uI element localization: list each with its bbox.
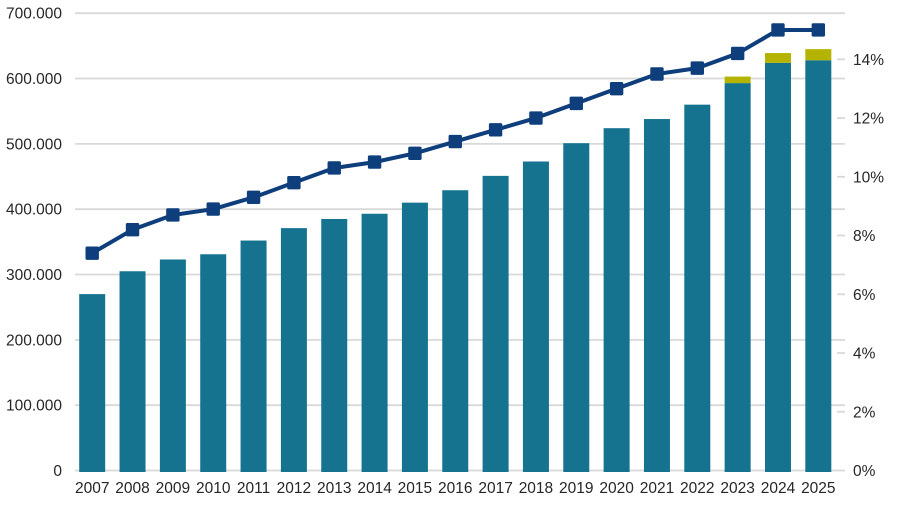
bar-2023 — [724, 83, 751, 473]
y-axis-label-right-14: 14% — [853, 52, 884, 69]
x-axis-label-2010: 2010 — [196, 480, 231, 497]
bar-segment-2023 — [724, 76, 751, 84]
bar-2016 — [442, 190, 469, 473]
marker-2018 — [529, 111, 543, 125]
marker-2015 — [408, 146, 422, 160]
marker-2016 — [448, 134, 462, 149]
y-axis-label-right-0: 0% — [853, 463, 876, 480]
x-axis-label-2025: 2025 — [801, 480, 835, 497]
bar-2012 — [280, 228, 307, 472]
bar-2009 — [159, 259, 186, 472]
bar-2018 — [522, 161, 549, 472]
x-axis-label-2011: 2011 — [237, 480, 270, 497]
bar-2024 — [764, 62, 791, 473]
y-axis-label-left-400000: 400.000 — [6, 202, 62, 219]
y-axis-label-left-600000: 600.000 — [6, 71, 62, 88]
y-axis-label-right-4: 4% — [853, 346, 876, 363]
x-axis-label-2016: 2016 — [438, 480, 472, 497]
bar-2020 — [603, 128, 630, 472]
marker-2025 — [811, 23, 826, 37]
x-axis-label-2021: 2021 — [640, 480, 674, 497]
bar-2008 — [119, 271, 146, 472]
y-axis-label-left-500000: 500.000 — [6, 136, 62, 153]
x-axis-label-2015: 2015 — [398, 480, 432, 497]
marker-2009 — [166, 208, 180, 222]
bar-2011 — [240, 240, 267, 472]
y-axis-label-right-10: 10% — [853, 169, 884, 186]
marker-2024 — [771, 23, 785, 37]
x-axis-label-2012: 2012 — [277, 480, 311, 497]
y-axis-label-right-6: 6% — [853, 287, 876, 304]
marker-2012 — [287, 175, 301, 190]
x-axis-label-2017: 2017 — [478, 480, 512, 497]
bar-2007 — [79, 294, 106, 472]
x-axis-label-2024: 2024 — [761, 480, 796, 497]
y-axis-label-right-8: 8% — [853, 228, 876, 245]
marker-2013 — [327, 161, 341, 175]
marker-2019 — [569, 96, 583, 111]
marker-2017 — [488, 123, 503, 137]
marker-2011 — [246, 190, 261, 205]
bar-2010 — [200, 254, 227, 472]
x-axis-label-2007: 2007 — [75, 480, 109, 497]
marker-2022 — [690, 61, 704, 75]
bar-2017 — [482, 175, 509, 472]
x-axis-label-2019: 2019 — [559, 480, 593, 497]
bar-2014 — [361, 213, 388, 472]
y-axis-label-right-12: 12% — [853, 111, 884, 128]
bar-segment-2025 — [805, 49, 832, 61]
y-axis-label-left-0: 0 — [53, 463, 62, 480]
y-axis-label-right-2: 2% — [853, 404, 876, 421]
x-axis-label-2023: 2023 — [720, 480, 754, 497]
x-axis-label-2014: 2014 — [357, 480, 392, 497]
marker-2021 — [650, 67, 664, 81]
bar-2015 — [401, 202, 428, 472]
bar-2021 — [643, 119, 670, 472]
x-axis-label-2018: 2018 — [519, 480, 553, 497]
marker-2008 — [125, 222, 140, 237]
bar-2019 — [563, 143, 590, 472]
marker-2010 — [206, 202, 220, 216]
x-axis-label-2020: 2020 — [599, 480, 634, 497]
bar-segment-2024 — [764, 53, 791, 63]
bar-2025 — [805, 60, 832, 472]
marker-2020 — [609, 81, 624, 96]
marker-2007 — [85, 246, 99, 260]
y-axis-label-left-300000: 300.000 — [6, 267, 62, 284]
y-axis-label-left-700000: 700.000 — [6, 6, 62, 23]
y-axis-label-left-200000: 200.000 — [6, 332, 62, 349]
y-axis-label-left-100000: 100.000 — [6, 398, 62, 415]
x-axis-label-2022: 2022 — [680, 480, 714, 497]
bar-2013 — [321, 218, 348, 472]
x-axis-label-2008: 2008 — [115, 480, 149, 497]
bar-2022 — [684, 104, 711, 472]
x-axis-label-2013: 2013 — [317, 480, 351, 497]
marker-2014 — [367, 155, 382, 169]
x-axis-label-2009: 2009 — [156, 480, 190, 497]
marker-2023 — [730, 46, 745, 61]
